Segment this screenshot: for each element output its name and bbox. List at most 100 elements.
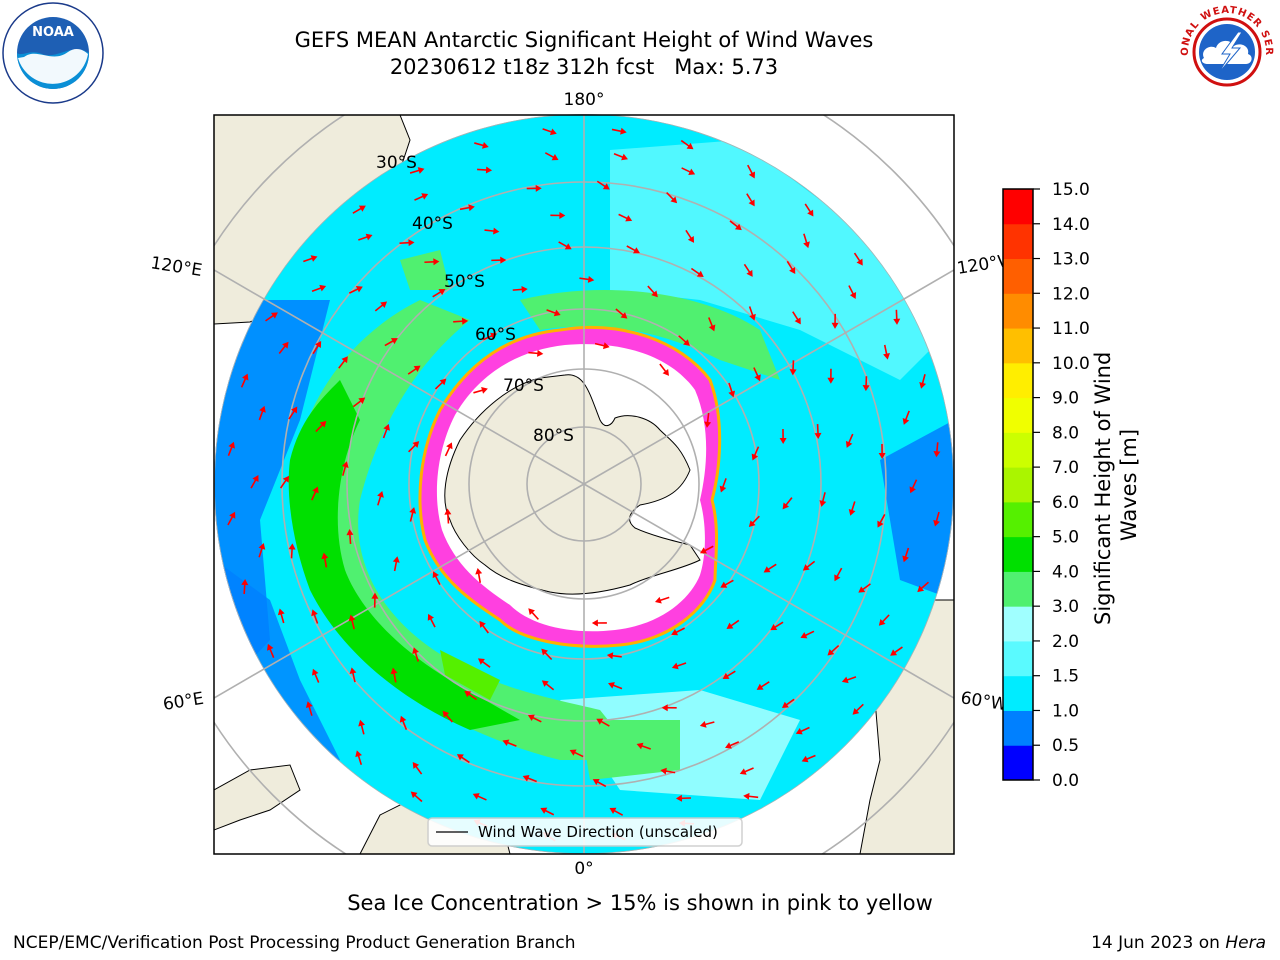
wave-arrow-head [380,301,388,308]
lon-label-180: 180° [564,90,605,110]
lat-label-70s: 70°S [503,376,544,396]
wave-arrow-head [314,341,322,348]
wave-arrow-head [485,166,493,174]
map-frame [213,114,955,855]
colorbar-segment [1003,328,1033,364]
wave-arrow-head [312,486,319,494]
wave-arrow-head [858,586,866,593]
colorbar-segment [1003,467,1033,503]
wave-arrow-head [439,378,447,386]
colorbar-tick-label: 15.0 [1052,180,1090,200]
wind-wave-arrows [227,127,941,842]
wave-arrow-head [606,652,614,660]
wave-arrow-head [661,704,668,712]
wave-arrow-head [341,356,348,364]
wave-arrow-head [311,609,318,617]
colorbar-tick-label: 6.0 [1052,493,1079,513]
wave-arrow-head [461,317,469,325]
colorbar-tick-label: 5.0 [1052,528,1079,548]
colorbar-tick-label: 0.5 [1052,736,1079,756]
wave-arrow-head [789,267,796,274]
wave-arrow-head [493,227,500,235]
wave-arrow-head [696,270,704,278]
colorbar-segment [1003,258,1033,294]
colorbar-segment [1003,293,1033,329]
wave-arrow-head [432,571,439,579]
lon-label-60w: 60°W [959,688,1009,715]
wave-arrow-head [794,317,801,325]
wave-arrow-head [683,339,690,346]
wave-arrow-head [481,386,488,394]
colorbar-tick-label: 7.0 [1052,458,1079,478]
wave-arrow-head [569,749,577,756]
wave-arrow-head [770,624,778,631]
wave-arrow-head [490,332,498,340]
lat-label-50s: 50°S [444,272,485,292]
land-africa [214,764,301,831]
wave-arrow-head [795,728,803,735]
wave-arrow-head [446,442,453,450]
wave-arrow-head [229,511,236,519]
wave-arrow-head [834,574,841,582]
wave-arrow-head [383,423,390,431]
lon-label-120e: 120°E [149,253,203,281]
wave-arrow-head [602,342,610,350]
wave-arrow-head [620,127,627,135]
wave-arrow-head [358,205,366,212]
wave-arrow-head [856,258,863,266]
wave-arrow-head [591,619,598,627]
wave-arrow-head [739,768,747,775]
wave-arrow-head [893,318,901,325]
wave-arrow-head [819,500,827,507]
wave-arrow-head [551,154,559,161]
colorbar-segment [1003,362,1033,399]
wave-arrow-head [782,502,790,510]
wave-arrow-head [704,421,712,428]
wave-arrow-head [541,648,548,656]
wave-arrow-head [877,520,884,528]
wave-arrow-head [390,667,398,675]
wave-arrow-head [878,619,886,626]
wave-arrow-head [348,614,356,622]
wave-arrow-head [549,128,557,136]
wave-arrow-head [671,662,679,670]
wave-arrow-head [527,714,535,721]
wave-arrow-head [699,720,707,728]
wave-arrow-head [349,667,357,675]
wave-arrow-head [521,285,528,293]
svg-text:NOAA: NOAA [32,25,74,40]
wave-arrow-head [722,672,730,680]
wave-arrow-head [468,204,475,212]
wave-arrow-head [358,719,366,727]
wave-arrow-head [763,566,771,573]
wave-arrow-head [596,718,604,725]
wave-arrow-head [319,284,327,292]
wave-arrow-head [687,235,695,243]
wave-arrow-head [377,490,384,498]
wave-arrow-head [726,622,734,629]
wave-arrow-head [282,341,289,349]
lat-label-30s: 30°S [376,153,417,173]
wave-arrow-head [933,450,941,458]
wave-arrow-head [743,792,750,800]
wave-arrow-head [849,292,857,299]
wave-arrow-head [310,255,318,262]
wave-arrow-head [392,556,400,563]
wave-arrow-head [409,507,417,514]
wave-arrow-head [528,608,535,616]
wave-arrow-head [734,223,742,231]
wave-arrow-head [751,453,759,461]
colorbar-tick-label: 9.0 [1052,389,1079,409]
wave-arrow-head [444,508,452,515]
wave-arrow-head [319,420,327,428]
colorbar-tick-label: 1.5 [1052,667,1079,687]
colorbar-segment [1003,432,1033,468]
wave-arrow-head [482,141,489,149]
wave-arrow-head [321,552,329,560]
lat-label-80s: 80°S [533,426,574,446]
wave-arrow-head [288,543,296,550]
wave-arrow-head [305,701,313,709]
wave-arrow-head [688,168,696,175]
wave-arrow-head [660,767,667,775]
colorbar-tick-label: 4.0 [1052,562,1079,582]
